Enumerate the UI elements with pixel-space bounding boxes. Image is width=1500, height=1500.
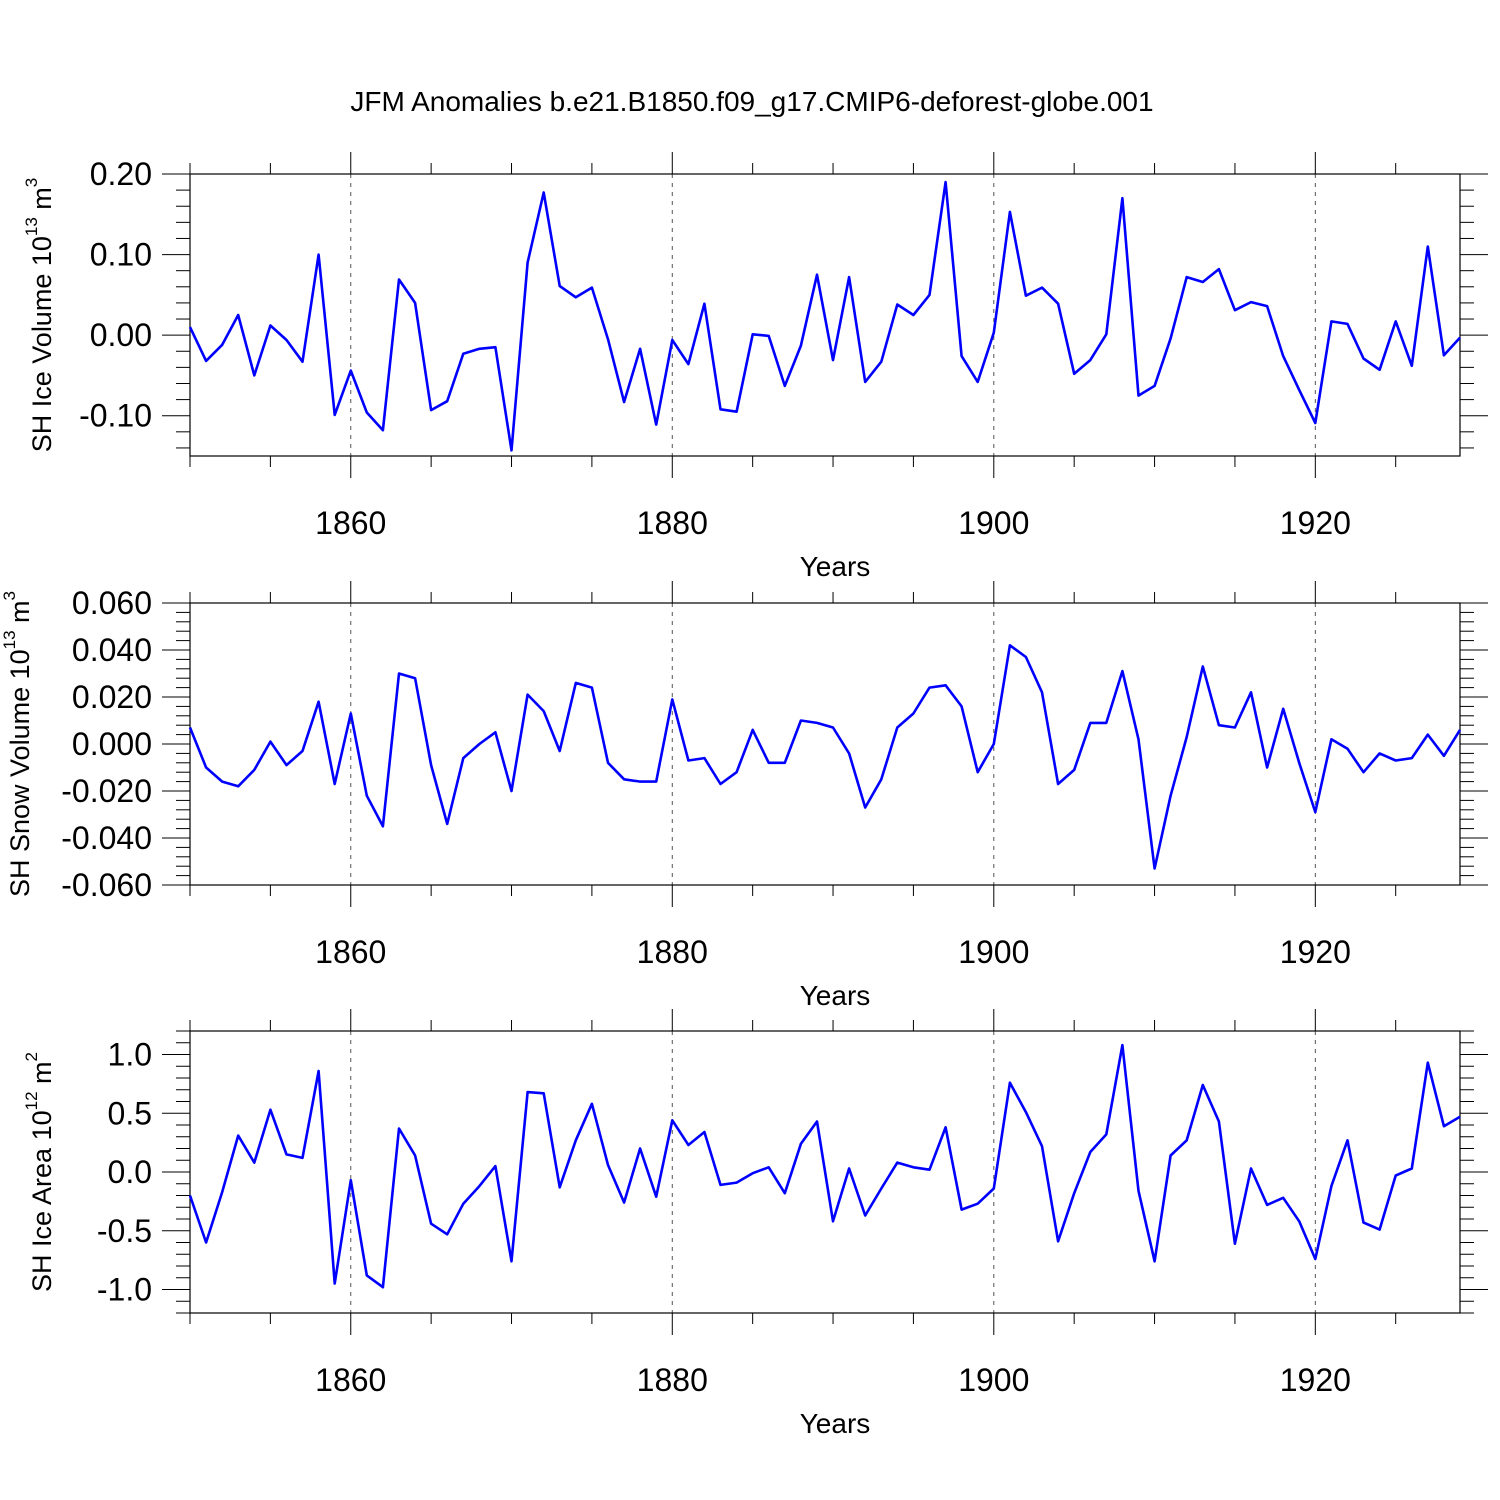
y-tick-label: 0.00 — [90, 317, 152, 353]
y-axis-label-exponent: 13 — [0, 630, 19, 649]
series-line — [188, 180, 1461, 452]
x-tick-label-1880: 1880 — [637, 934, 708, 970]
y-axis-label: SH Snow Volume 1013 m3 — [0, 591, 35, 897]
chart-panel-3: 1860 1880 1900 1920 1.0 0.5 0.0 -0.5 -1.0 Years SH… — [22, 1009, 1488, 1439]
y-tick-label: 0.0 — [108, 1154, 152, 1190]
plot-frame — [189, 173, 1461, 457]
y-tick-label: 0.040 — [72, 632, 152, 668]
y-tick-label: -0.060 — [61, 867, 152, 903]
y-tick-label: -0.5 — [97, 1213, 152, 1249]
chart-panel-2: 1860 1880 1900 1920 0.060 0.040 0.020 0.000 -0.0… — [0, 581, 1488, 1011]
y-axis-label-unit-exponent: 3 — [0, 591, 19, 600]
y-axis-label-text: SH Ice Volume 10 — [27, 236, 57, 452]
y-axis-label-unit-exponent: 3 — [22, 178, 41, 187]
y-tick-label: 0.20 — [90, 156, 152, 192]
y-tick-label: -0.10 — [79, 398, 152, 434]
y-axis-label: SH Ice Area 1012 m2 — [22, 1052, 57, 1292]
y-axis-label-exponent: 13 — [22, 217, 41, 236]
y-tick-label: 0.020 — [72, 679, 152, 715]
series-line — [188, 1043, 1461, 1289]
x-tick-label-1920: 1920 — [1280, 505, 1351, 541]
y-axis-label-text: SH Snow Volume 10 — [5, 649, 35, 897]
x-tick-label-1880: 1880 — [637, 505, 708, 541]
y-tick-label: 0.000 — [72, 726, 152, 762]
y-tick-label: 0.10 — [90, 237, 152, 273]
x-axis-label: Years — [800, 1408, 871, 1439]
x-tick-label-1860: 1860 — [315, 505, 386, 541]
y-axis-label-unit-exponent: 2 — [22, 1052, 41, 1061]
x-tick-label-1860: 1860 — [315, 1362, 386, 1398]
y-tick-label: 0.5 — [108, 1095, 152, 1131]
x-tick-label-1900: 1900 — [958, 1362, 1029, 1398]
y-tick-label: 1.0 — [108, 1037, 152, 1073]
y-axis-label-unit: m — [27, 187, 57, 217]
x-tick-label-1900: 1900 — [958, 934, 1029, 970]
x-tick-label-1920: 1920 — [1280, 1362, 1351, 1398]
x-tick-label-1900: 1900 — [958, 505, 1029, 541]
series-line — [188, 643, 1462, 870]
x-axis-label: Years — [800, 980, 871, 1011]
y-axis-label-exponent: 12 — [22, 1091, 41, 1110]
chart-panels: 1860 1880 1900 1920 0.20 0.10 0.00 -0.10 Years SH… — [0, 152, 1488, 1439]
x-tick-label-1860: 1860 — [315, 934, 386, 970]
y-tick-label: -0.040 — [61, 820, 152, 856]
y-axis-label: SH Ice Volume 1013 m3 — [22, 178, 57, 453]
y-axis-label-text: SH Ice Area 10 — [27, 1110, 57, 1292]
x-tick-label-1920: 1920 — [1280, 934, 1351, 970]
y-axis-label-unit: m — [27, 1061, 57, 1091]
y-axis-label-unit: m — [5, 600, 35, 630]
y-tick-label: -1.0 — [97, 1272, 152, 1308]
x-tick-label-1880: 1880 — [637, 1362, 708, 1398]
y-tick-label: -0.020 — [61, 773, 152, 809]
x-axis-label: Years — [800, 551, 871, 582]
y-tick-label: 0.060 — [72, 585, 152, 621]
chart-title: JFM Anomalies b.e21.B1850.f09_g17.CMIP6-… — [350, 86, 1153, 117]
chart-panel-1: 1860 1880 1900 1920 0.20 0.10 0.00 -0.10 Years SH… — [22, 152, 1488, 582]
